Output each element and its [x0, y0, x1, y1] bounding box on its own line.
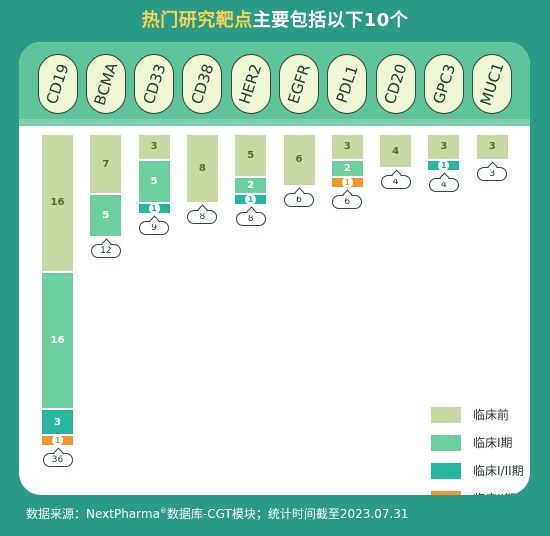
bar-her2-phase1: 2	[235, 178, 267, 194]
segment-value-label: 3	[150, 141, 158, 153]
segment-value-label: 4	[392, 145, 400, 157]
segment-value-label: 1	[438, 159, 450, 171]
total-cd38: 8	[187, 209, 218, 224]
target-label-text: MUC1	[476, 60, 508, 108]
total-her2: 8	[235, 212, 266, 227]
segment-value-label: 5	[150, 175, 158, 187]
target-label-gpc3: GPC3	[423, 54, 464, 114]
target-label-egfr: EGFR	[279, 54, 319, 114]
total-cd20: 4	[380, 175, 411, 190]
total-cd33: 9	[139, 220, 170, 235]
bar-pdl1-phase1: 2	[331, 160, 363, 176]
total-gpc3: 4	[428, 177, 459, 192]
legend-label: 临床I/II期	[473, 464, 524, 478]
chart-title-rest: 主要包括以下10个	[252, 10, 409, 31]
segment-value-label: 2	[343, 162, 351, 174]
target-label-text: EGFR	[284, 62, 314, 106]
segment-value-label: 5	[102, 210, 110, 222]
bar-pdl1-preclinical: 3	[331, 135, 363, 159]
bar-her2-preclinical: 5	[235, 135, 267, 176]
segment-value-label: 6	[295, 154, 303, 166]
data-source-note: 数据来源：NextPharma®数据库-CGT模块；统计时间截至2023.07.…	[26, 505, 409, 522]
segment-value-label: 3	[54, 416, 61, 428]
segment-value-label: 3	[440, 141, 448, 153]
target-label-text: CD19	[42, 61, 73, 107]
segment-value-label: 8	[198, 162, 206, 174]
bar-egfr-preclinical: 6	[283, 135, 315, 185]
target-label-muc1: MUC1	[472, 54, 513, 114]
total-egfr: 6	[284, 192, 314, 207]
segment-value-label: 3	[488, 141, 496, 153]
target-label-bcma: BCMA	[85, 54, 126, 114]
target-label-text: HER2	[235, 61, 266, 107]
total-pdl1: 6	[332, 195, 363, 209]
bar-pdl1-phase2: 1	[331, 177, 363, 188]
bar-cd33-phase1: 5	[138, 160, 170, 202]
target-label-cd33: CD33	[134, 54, 175, 114]
total-muc1: 3	[477, 166, 508, 181]
total-bcma: 12	[90, 244, 121, 259]
segment-value-label: 1	[245, 194, 257, 206]
legend-item-preclinical: 临床前	[431, 406, 509, 423]
segment-value-label: 1	[52, 435, 63, 446]
registered-mark: ®	[159, 507, 167, 515]
chart-title-highlight: 热门研究靶点	[141, 10, 253, 31]
bar-gpc3-phase1-2: 1	[428, 159, 460, 171]
bar-cd19-preclinical: 16	[42, 135, 73, 271]
total-cd19: 36	[42, 453, 73, 467]
chart-title: 热门研究靶点主要包括以下10个	[0, 6, 550, 32]
segment-value-label: 16	[50, 197, 65, 209]
segment-value-label: 1	[341, 177, 353, 188]
segment-value-label: 16	[50, 334, 65, 346]
target-label-text: PDL1	[332, 62, 362, 106]
target-label-text: GPC3	[429, 61, 459, 107]
target-label-pdl1: PDL1	[327, 54, 368, 114]
segment-value-label: 2	[247, 180, 255, 192]
legend-swatch	[431, 490, 461, 495]
bar-cd38-preclinical: 8	[186, 135, 218, 202]
target-label-text: CD38	[187, 61, 218, 107]
legend-swatch	[431, 434, 461, 451]
bar-cd19-phase1: 16	[42, 272, 73, 409]
target-header-stripe	[19, 119, 530, 126]
bar-muc1-preclinical: 3	[476, 135, 508, 159]
target-label-text: BCMA	[90, 60, 122, 108]
data-source-suffix: 数据库-CGT模块；统计时间截至2023.07.31	[166, 507, 409, 521]
target-label-her2: HER2	[230, 54, 271, 114]
legend-label: 临床前	[473, 408, 510, 422]
legend-label: 临床I期	[473, 436, 513, 450]
legend-swatch	[431, 406, 461, 423]
segment-value-label: 5	[247, 150, 255, 161]
bar-her2-phase1-2: 1	[235, 194, 267, 206]
bar-cd33-preclinical: 3	[138, 135, 170, 159]
target-label-cd20: CD20	[375, 54, 416, 114]
legend-item-phase1-2: 临床I/II期	[431, 462, 524, 479]
target-label-cd19: CD19	[37, 54, 78, 114]
segment-value-label: 1	[148, 202, 160, 214]
chart-card: CD19 16 16 3 1 36 BCMA 7 5 12 CD33 3 5 1 9 CD38 8 8 HER2 5 2…	[19, 42, 530, 495]
legend-swatch	[431, 462, 461, 479]
bar-bcma-phase1: 5	[90, 195, 122, 237]
target-label-text: CD33	[139, 61, 170, 107]
legend-item-phase1: 临床I期	[431, 434, 513, 451]
target-label-text: CD20	[380, 61, 411, 107]
legend-item-phase2: 临床II期	[431, 490, 516, 495]
legend-label: 临床II期	[473, 490, 516, 495]
bar-cd33-phase1-2: 1	[138, 202, 170, 214]
bar-gpc3-preclinical: 3	[428, 135, 460, 159]
bar-cd19-phase1-2: 3	[42, 410, 73, 434]
data-source-prefix: 数据来源：NextPharma	[26, 507, 160, 521]
segment-value-label: 3	[343, 141, 351, 153]
target-label-cd38: CD38	[182, 54, 223, 114]
bar-cd20-preclinical: 4	[380, 135, 412, 168]
bar-cd19-phase2: 1	[42, 435, 73, 446]
bar-bcma-preclinical: 7	[90, 135, 122, 194]
segment-value-label: 7	[102, 158, 110, 170]
